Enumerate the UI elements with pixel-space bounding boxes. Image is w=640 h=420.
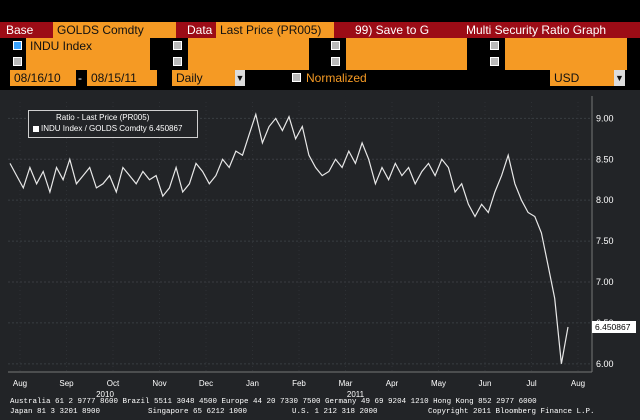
chart-area: 9.008.508.007.507.006.506.00AugSepOctNov… — [0, 90, 640, 420]
security-7-field[interactable] — [346, 54, 467, 70]
y-tick-label: 9.00 — [596, 113, 614, 123]
security-4-checkbox[interactable] — [490, 41, 499, 50]
data-label: Data — [187, 23, 213, 37]
footer-copyright: Copyright 2011 Bloomberg Finance L.P. — [428, 408, 595, 416]
x-tick-label: Sep — [59, 379, 74, 388]
ratio-series-line — [9, 112, 569, 364]
legend-title: Ratio - Last Price (PR005) — [56, 113, 150, 122]
security-8-checkbox[interactable] — [490, 57, 499, 66]
x-tick-label: Mar — [339, 379, 353, 388]
security-2-checkbox[interactable] — [173, 41, 182, 50]
security-1-checkbox[interactable] — [13, 41, 22, 50]
x-tick-label: Aug — [13, 379, 27, 388]
frequency-select[interactable]: Daily — [172, 70, 235, 86]
year-label-2010: 2010 — [96, 390, 114, 399]
security-7-checkbox[interactable] — [331, 57, 340, 66]
start-date-field[interactable]: 08/16/10 — [10, 70, 76, 86]
security-1-field[interactable]: INDU Index — [26, 38, 150, 54]
footer-line-1: Australia 61 2 9777 8600 Brazil 5511 304… — [10, 398, 537, 406]
x-tick-label: Nov — [152, 379, 166, 388]
frequency-dropdown-icon[interactable]: ▼ — [235, 70, 245, 86]
date-range-dash: - — [78, 71, 82, 85]
base-security-field[interactable]: GOLDS Comdty — [53, 22, 176, 38]
end-date-field[interactable]: 08/15/11 — [87, 70, 157, 86]
y-tick-label: 6.00 — [596, 359, 614, 369]
legend-swatch — [33, 126, 39, 132]
security-3-checkbox[interactable] — [331, 41, 340, 50]
security-4-field[interactable] — [505, 38, 627, 54]
footer-line-2-mid: Singapore 65 6212 1000 — [148, 408, 248, 416]
footer-line-2-right: U.S. 1 212 318 2000 — [292, 408, 378, 416]
y-tick-label: 7.00 — [596, 277, 614, 287]
x-tick-label: Aug — [571, 379, 585, 388]
security-6-field[interactable] — [188, 54, 309, 70]
security-3-field[interactable] — [346, 38, 467, 54]
security-5-field[interactable] — [26, 54, 150, 70]
x-tick-label: Jul — [526, 379, 536, 388]
chart-legend: Ratio - Last Price (PR005) INDU Index / … — [28, 110, 198, 138]
legend-entry: INDU Index / GOLDS Comdty 6.450867 — [41, 124, 183, 133]
x-tick-label: Oct — [107, 379, 120, 388]
security-5-checkbox[interactable] — [13, 57, 22, 66]
year-label-2011: 2011 — [347, 390, 365, 399]
normalized-label: Normalized — [306, 71, 367, 85]
x-tick-label: Jun — [479, 379, 492, 388]
save-button[interactable]: 99) Save to G — [355, 23, 430, 37]
x-tick-label: May — [431, 379, 446, 388]
security-2-field[interactable] — [188, 38, 309, 54]
page-title: Multi Security Ratio Graph — [466, 23, 607, 37]
securities-row-2 — [0, 54, 640, 70]
data-field[interactable]: Last Price (PR005) — [216, 22, 334, 38]
y-tick-label: 7.50 — [596, 236, 614, 246]
x-tick-label: Apr — [386, 379, 399, 388]
x-tick-label: Dec — [199, 379, 213, 388]
securities-row-1: INDU Index — [0, 38, 640, 54]
x-tick-label: Jan — [246, 379, 259, 388]
normalized-checkbox[interactable] — [292, 73, 301, 82]
y-tick-label: 8.00 — [596, 195, 614, 205]
currency-dropdown-icon[interactable]: ▼ — [614, 70, 625, 86]
top-toolbar: Base GOLDS Comdty Data Last Price (PR005… — [0, 22, 640, 38]
currency-select[interactable]: USD — [550, 70, 614, 86]
controls-row: 08/16/10 - 08/15/11 Daily ▼ Normalized U… — [0, 70, 640, 87]
footer-line-2-left: Japan 81 3 3201 8900 — [10, 408, 101, 416]
base-label: Base — [6, 23, 34, 37]
ratio-line-chart: 9.008.508.007.507.006.506.00AugSepOctNov… — [8, 96, 636, 399]
security-8-field[interactable] — [505, 54, 627, 70]
x-tick-label: Feb — [292, 379, 306, 388]
y-tick-label: 8.50 — [596, 154, 614, 164]
security-6-checkbox[interactable] — [173, 57, 182, 66]
last-value-label: 6.450867 — [595, 322, 631, 332]
last-value-tag — [592, 321, 636, 333]
